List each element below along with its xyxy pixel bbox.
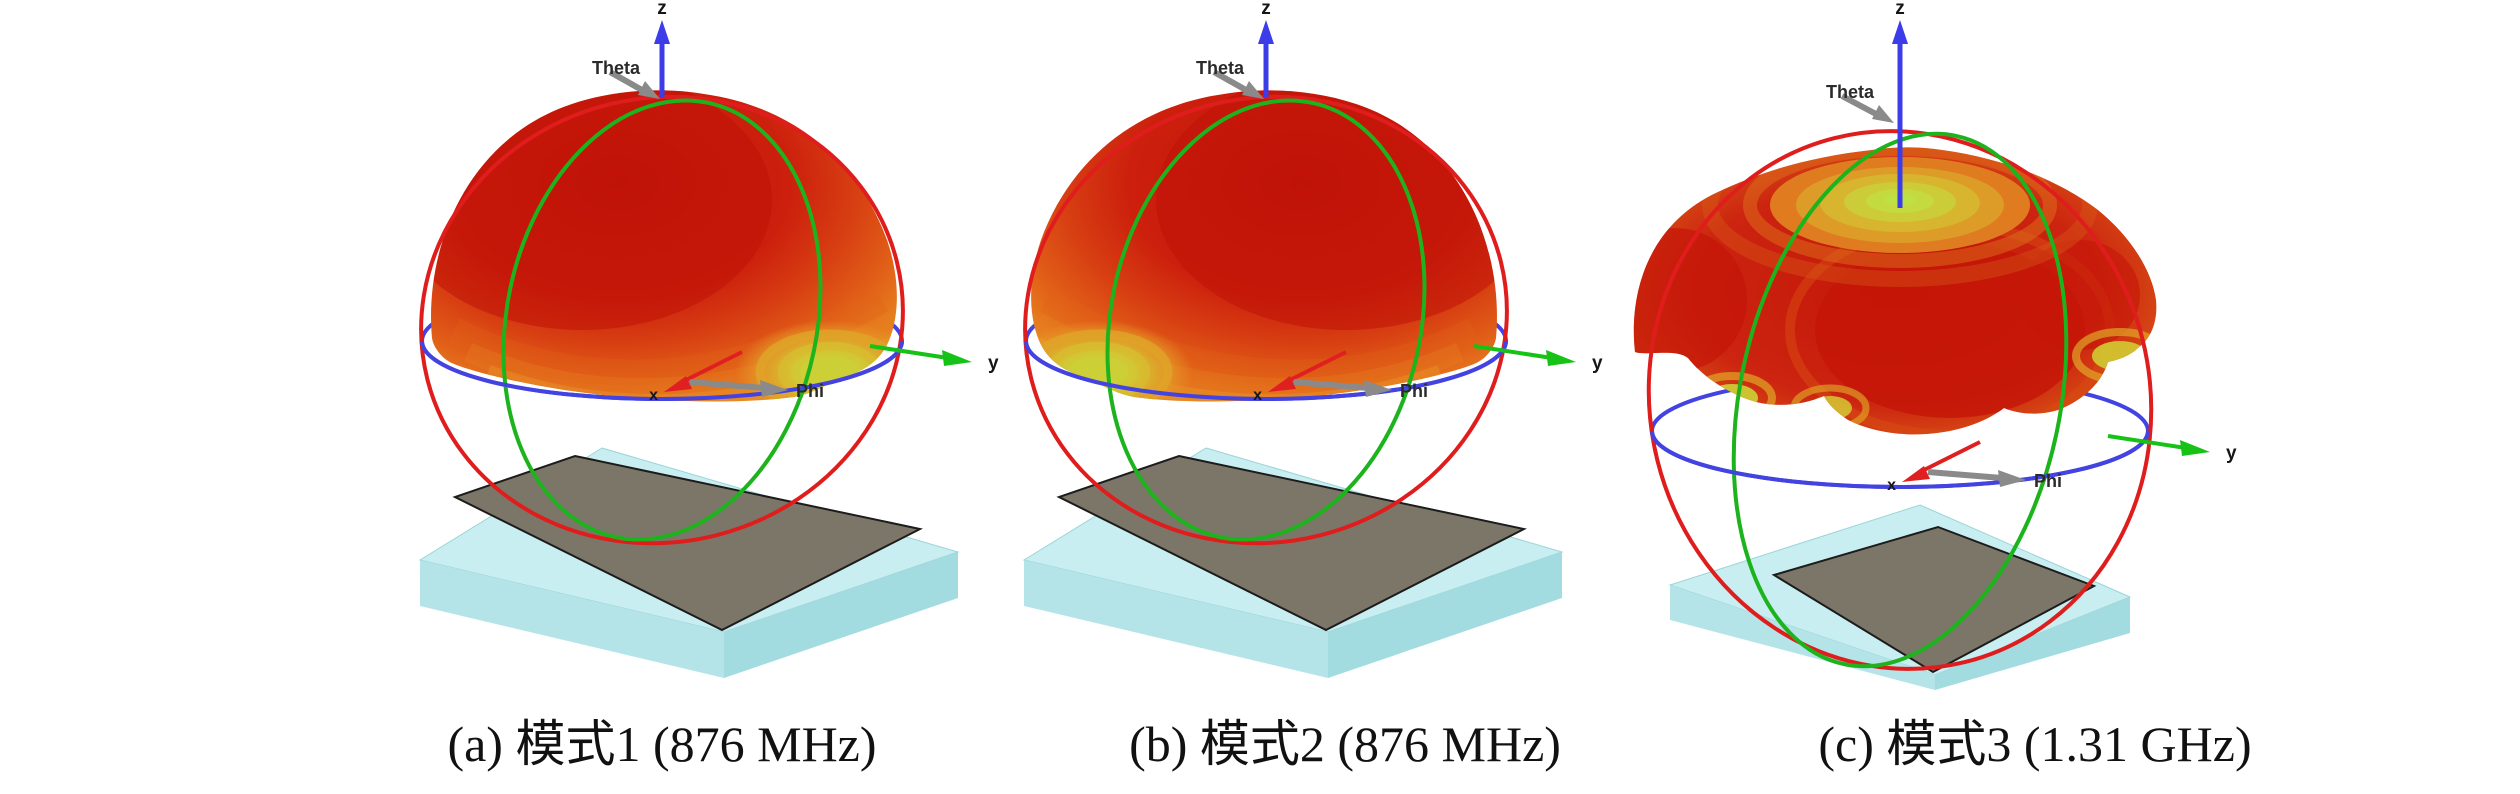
y-axis-arrowhead <box>942 350 972 366</box>
theta-marker: Theta <box>1826 82 1894 123</box>
ground-patch <box>1056 454 1527 632</box>
x-axis-arrowhead <box>664 376 692 392</box>
equator-front-arc <box>1024 340 1508 401</box>
ground-patch <box>1771 525 2097 674</box>
z-axis: z <box>1892 0 1908 208</box>
gain-dip <box>2092 341 2148 371</box>
z-axis-arrowhead <box>1892 20 1908 44</box>
theta-arrow <box>1840 93 1878 117</box>
gain-dip-ring <box>755 329 897 402</box>
y-axis: y <box>869 344 999 374</box>
z-axis: z <box>1258 0 1274 98</box>
theta-arrow <box>1212 69 1248 93</box>
panel-mode1: z Theta x Phi y (a) 模式1 <box>242 0 1082 794</box>
x-axis-arrowhead <box>1268 376 1296 392</box>
phi-label: Phi <box>796 381 824 401</box>
x-axis-arrowhead <box>1902 466 1930 482</box>
phi-label: Phi <box>1400 381 1428 401</box>
theta-arrow <box>608 69 644 93</box>
caption-c: (c) 模式3 (1.31 GHz) <box>1818 716 2252 772</box>
z-axis-label: z <box>1895 0 1905 19</box>
x-axis-label: x <box>1887 477 1896 494</box>
theta-label: Theta <box>1826 82 1875 102</box>
equator-front-arc <box>420 340 904 401</box>
y-axis-line <box>2107 434 2187 450</box>
x-axis-label: x <box>1253 387 1262 404</box>
dome-peak-shading <box>1156 90 1497 330</box>
green-meridian-circle <box>1105 98 1427 542</box>
substrate-right-face <box>724 552 958 678</box>
theta-marker: Theta <box>1196 58 1264 99</box>
y-axis: y <box>1473 344 1603 374</box>
phi-marker: Phi <box>1293 379 1428 401</box>
substrate-right-face <box>1935 597 2130 690</box>
side-lobe <box>1633 228 1747 372</box>
panel-mode3: z Theta x Phi y (c) 模式3 <box>1480 0 2320 794</box>
radiation-dome <box>1031 90 1497 402</box>
green-meridian-circle <box>1731 131 2069 669</box>
crater-ring <box>1702 147 2098 287</box>
y-axis-arrowhead <box>1546 350 1576 366</box>
radiation-plot-b: z Theta x Phi y <box>1022 0 1603 678</box>
green-meridian-circle <box>501 98 823 542</box>
theta-arrowhead <box>1872 105 1894 123</box>
theta-arrowhead <box>1242 81 1264 99</box>
red-meridian-circle <box>1646 129 2154 671</box>
side-lobe <box>2020 240 2140 350</box>
phi-label: Phi <box>2034 471 2062 491</box>
theta-marker: Theta <box>592 58 660 99</box>
phi-arrow <box>1927 469 2003 481</box>
red-meridian-circle <box>1023 94 1509 546</box>
y-axis-line <box>1473 344 1553 360</box>
x-axis: x <box>1253 350 1347 404</box>
x-axis: x <box>1887 440 1981 494</box>
theta-arrowhead <box>638 81 660 99</box>
z-axis-label: z <box>657 0 667 19</box>
x-axis-line <box>681 350 743 384</box>
gain-dip <box>1706 384 1758 412</box>
phi-arrowhead <box>1998 470 2026 487</box>
caption-b: (b) 模式2 (876 MHz) <box>1129 716 1561 772</box>
phi-arrowhead <box>1364 380 1392 397</box>
main-lobe <box>1815 242 2085 418</box>
substrate-right-face <box>1328 552 1562 678</box>
y-axis-label: y <box>988 353 999 374</box>
caption-a: (a) 模式1 (876 MHz) <box>447 716 877 772</box>
y-axis-label: y <box>1592 353 1603 374</box>
substrate-left-face <box>1024 560 1328 678</box>
y-axis-label: y <box>2226 443 2237 464</box>
equator-front-arc <box>1650 430 2150 489</box>
ground-patch <box>452 454 923 632</box>
phi-marker: Phi <box>1927 469 2062 491</box>
x-axis-label: x <box>649 387 658 404</box>
radiation-dome <box>1633 147 2157 435</box>
x-axis-line <box>1285 350 1347 384</box>
z-axis-label: z <box>1261 0 1271 19</box>
panel-mode2: z Theta x Phi y (b) 模式2 <box>846 0 1686 794</box>
phi-marker: Phi <box>689 379 824 401</box>
z-axis: z <box>654 0 670 98</box>
y-axis-arrowhead <box>2180 440 2210 456</box>
red-meridian-circle <box>419 94 905 546</box>
x-axis: x <box>649 350 743 404</box>
dome-peak-shading <box>431 90 772 330</box>
radiation-plot-c: z Theta x Phi y <box>1633 0 2237 690</box>
phi-arrow <box>689 379 765 391</box>
gain-dip-ring <box>1031 329 1173 402</box>
theta-label: Theta <box>1196 58 1245 78</box>
radiation-plot-a: z Theta x Phi y <box>418 0 999 678</box>
z-axis-arrowhead <box>1258 20 1274 44</box>
gain-dip <box>1808 396 1852 420</box>
phi-arrow <box>1293 379 1369 391</box>
z-axis-arrowhead <box>654 20 670 44</box>
y-axis: y <box>2107 434 2237 464</box>
theta-label: Theta <box>592 58 641 78</box>
y-axis-line <box>869 344 949 360</box>
substrate-left-face <box>420 560 724 678</box>
phi-arrowhead <box>760 380 788 397</box>
x-axis-line <box>1919 440 1981 474</box>
